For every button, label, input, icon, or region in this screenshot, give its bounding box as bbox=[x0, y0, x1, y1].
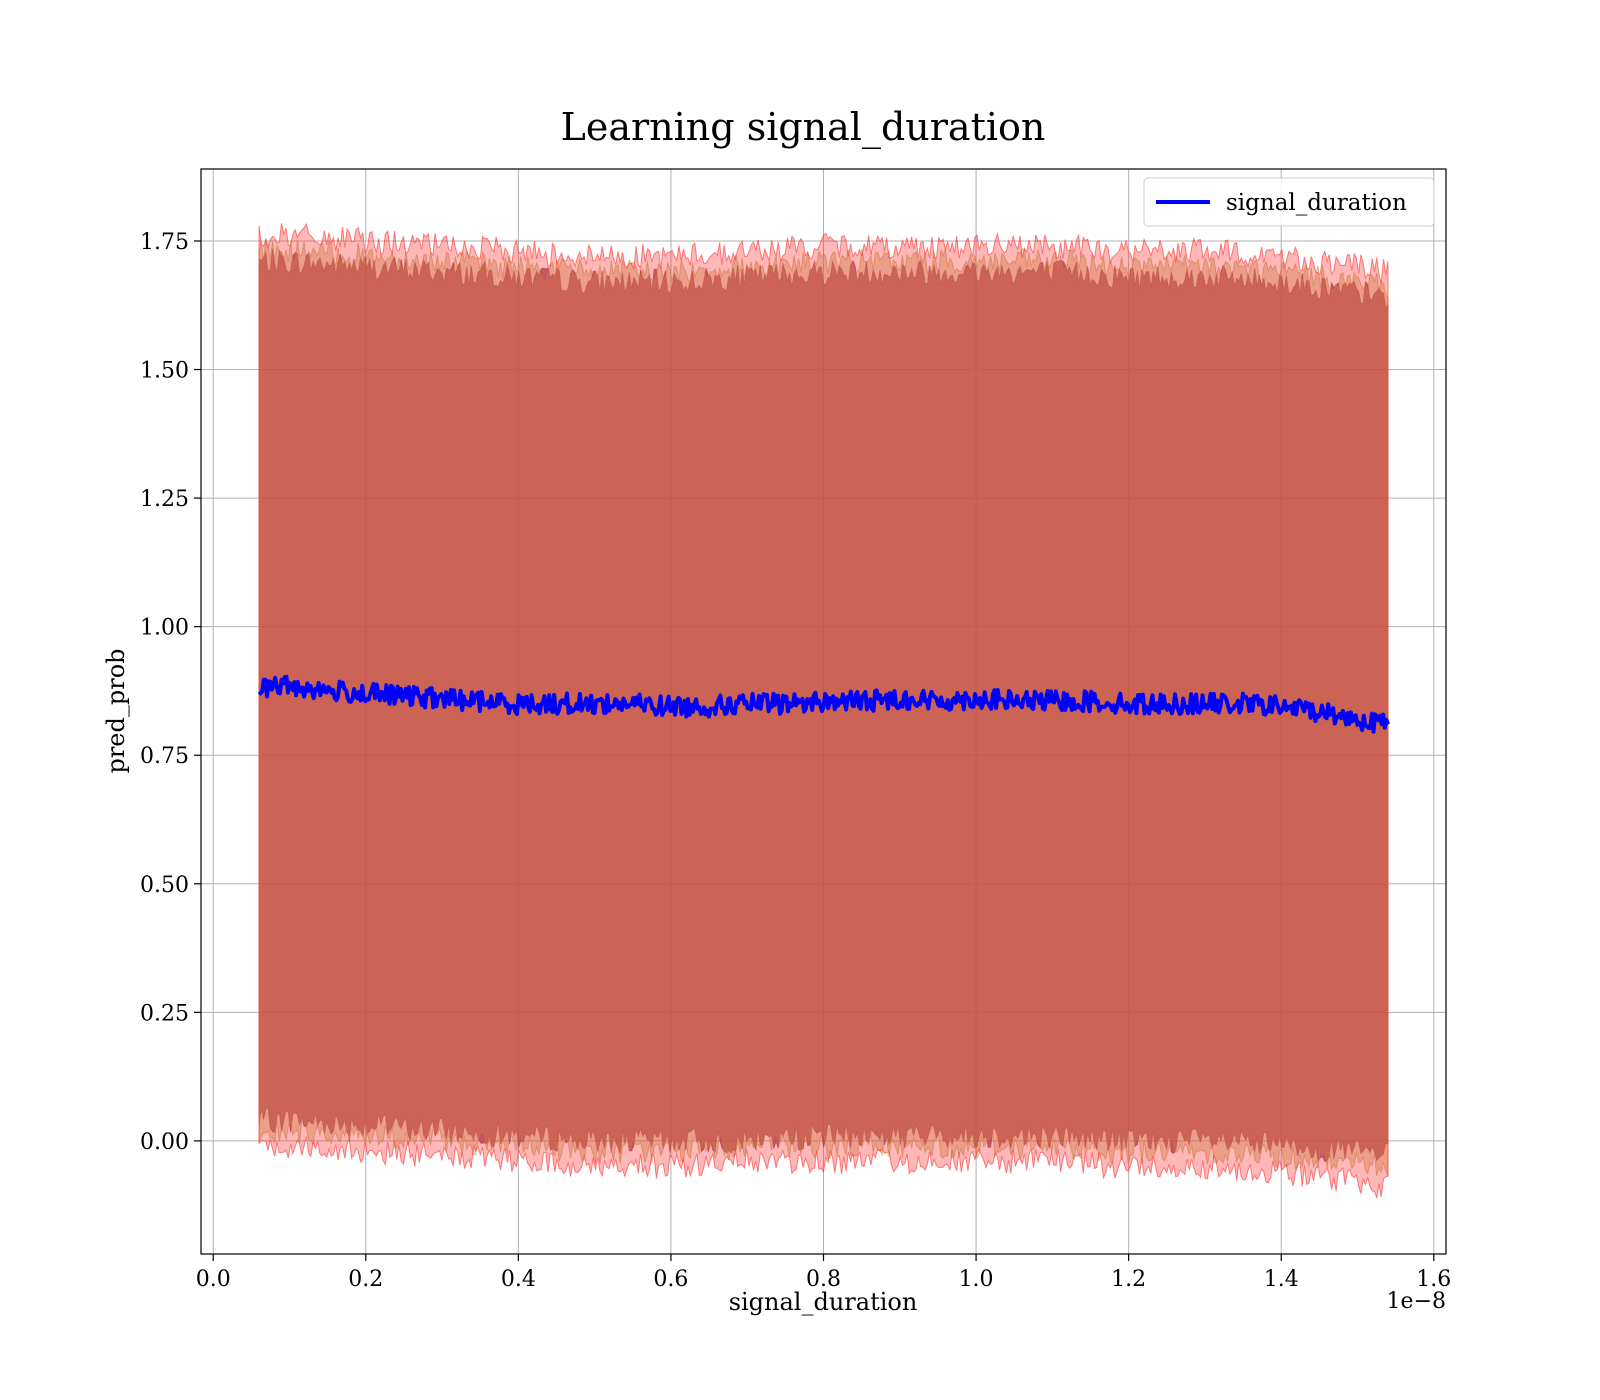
y-tick-label: 1.50 bbox=[140, 359, 189, 384]
x-tick-label: 1.6 bbox=[1416, 1267, 1451, 1292]
x-tick-label: 0.6 bbox=[653, 1267, 688, 1292]
y-tick-label: 1.75 bbox=[140, 230, 189, 255]
plot-area bbox=[194, 168, 1447, 1261]
legend-label: signal_duration bbox=[1226, 190, 1407, 216]
y-tick-label: 1.25 bbox=[140, 487, 189, 512]
tick-marks bbox=[194, 240, 1435, 1261]
x-axis-label: signal_duration bbox=[729, 1288, 918, 1316]
y-tick-label: 0.75 bbox=[140, 744, 189, 769]
x-offset-label: 1e−8 bbox=[1387, 1289, 1446, 1314]
series-layer bbox=[257, 674, 1390, 734]
y-axis-label: pred_prob bbox=[102, 648, 130, 773]
x-tick-label: 0.8 bbox=[806, 1267, 841, 1292]
y-tick-label: 0.25 bbox=[140, 1001, 189, 1026]
series-line-1 bbox=[257, 674, 1390, 734]
y-tick-label: 0.50 bbox=[140, 873, 189, 898]
x-tick-label: 1.0 bbox=[959, 1267, 994, 1292]
x-tick-label: 0.2 bbox=[348, 1267, 383, 1292]
legend: signal_duration bbox=[1143, 177, 1435, 227]
x-tick-label: 1.4 bbox=[1264, 1267, 1299, 1292]
y-tick-label: 1.00 bbox=[140, 616, 189, 641]
x-tick-label: 1.2 bbox=[1111, 1267, 1146, 1292]
y-tick-label: 0.00 bbox=[140, 1130, 189, 1155]
legend-box bbox=[1143, 177, 1435, 227]
chart-title: Learning signal_duration bbox=[561, 105, 1046, 150]
x-tick-label: 0.0 bbox=[196, 1267, 231, 1292]
x-tick-label: 0.4 bbox=[501, 1267, 536, 1292]
